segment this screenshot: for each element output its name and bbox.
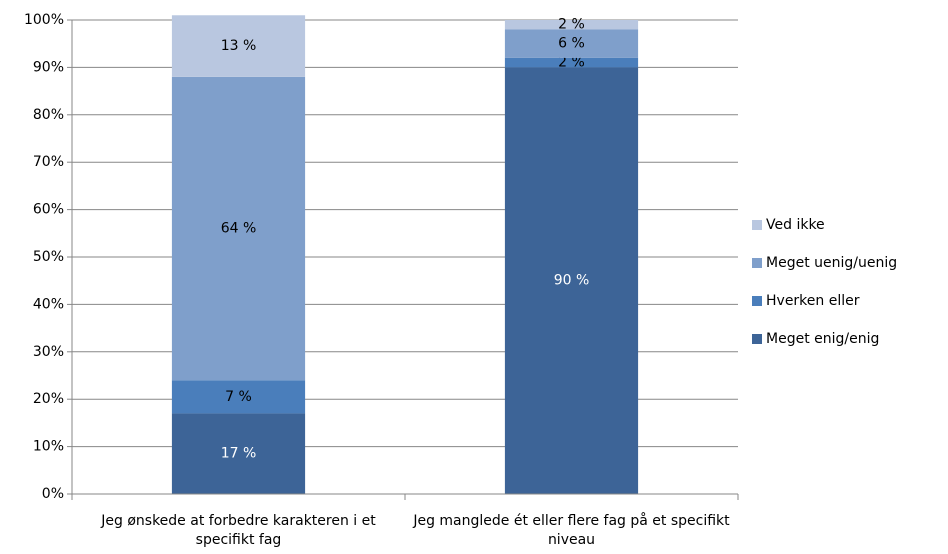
data-label: 64 %	[221, 221, 257, 237]
bar-segment	[171, 380, 306, 414]
y-tick-label: 10%	[33, 439, 64, 455]
bar-segment	[504, 67, 639, 495]
y-tick-label: 80%	[33, 107, 64, 123]
data-label: 2 %	[558, 17, 585, 33]
bar-segment	[504, 57, 639, 68]
bar-segment	[504, 29, 639, 58]
y-tick-label: 60%	[33, 202, 64, 218]
legend-swatch	[752, 258, 762, 268]
data-label: 2 %	[558, 55, 585, 71]
y-tick-label: 0%	[42, 486, 64, 502]
data-label: 17 %	[221, 446, 257, 462]
x-tick-label: Jeg ønskede at forbedre karakteren i et …	[101, 513, 376, 548]
legend-label: Meget uenig/uenig	[766, 255, 897, 271]
bar-segment	[171, 413, 306, 494]
data-label: 13 %	[221, 38, 257, 54]
bar-segment	[171, 76, 306, 381]
x-tick-label: Jeg manglede ét eller flere fag på et sp…	[413, 513, 730, 548]
y-tick-label: 100%	[24, 12, 64, 28]
legend-swatch	[752, 220, 762, 230]
y-tick-label: 50%	[33, 249, 64, 265]
data-label: 6 %	[558, 36, 585, 52]
y-tick-label: 90%	[33, 59, 64, 75]
data-label: 90 %	[554, 273, 590, 289]
legend-swatch	[752, 334, 762, 344]
y-tick-label: 70%	[33, 154, 64, 170]
legend-label: Hverken eller	[766, 293, 860, 309]
data-label: 7 %	[225, 389, 252, 405]
y-tick-label: 20%	[33, 391, 64, 407]
bar-segment	[504, 20, 639, 30]
y-tick-label: 30%	[33, 344, 64, 360]
bar-segment	[171, 15, 306, 77]
legend-swatch	[752, 296, 762, 306]
legend-label: Meget enig/enig	[766, 331, 879, 347]
legend-label: Ved ikke	[766, 217, 825, 233]
y-tick-label: 40%	[33, 296, 64, 312]
